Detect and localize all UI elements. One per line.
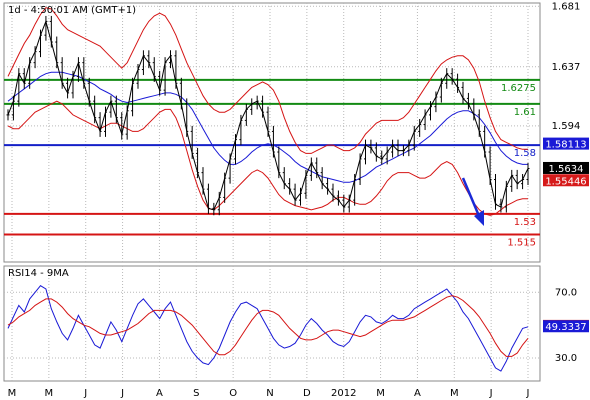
value-badge xyxy=(543,174,589,187)
price-y-tick: 1.681 xyxy=(552,1,581,12)
trend-arrow-icon xyxy=(461,177,484,226)
level-label: 1.61 xyxy=(514,107,536,118)
rsi-series xyxy=(7,285,529,372)
x-tick: J xyxy=(120,388,124,399)
rsi-line xyxy=(7,285,529,372)
rsi-y-axis: 70.0 30.0 xyxy=(555,287,577,364)
chart-header: 1d - 4:50:01 AM (GMT+1) xyxy=(8,5,136,16)
level-label: 1.515 xyxy=(507,238,536,249)
lower-band-line xyxy=(7,100,528,216)
x-tick: M xyxy=(8,388,17,399)
value-badge-label: 1.58113 xyxy=(545,140,586,151)
level-label: 1.53 xyxy=(514,217,536,228)
x-tick: S xyxy=(193,388,199,399)
level-label: 1.6275 xyxy=(501,83,536,94)
value-badge-label: 1.5634 xyxy=(549,164,584,175)
rsi-y-tick: 70.0 xyxy=(555,287,577,298)
price-y-axis: 1.681 1.637 1.594 xyxy=(552,1,581,132)
x-tick: J xyxy=(526,388,530,399)
bollinger-bands xyxy=(7,7,528,216)
x-tick: A xyxy=(414,388,421,399)
price-panel-frame xyxy=(3,2,541,263)
x-axis: M M J J A S O N D 2012 M A M J J xyxy=(8,388,530,399)
value-badge xyxy=(543,137,589,150)
x-tick: A xyxy=(156,388,163,399)
price-close-line xyxy=(7,19,529,211)
x-tick: D xyxy=(303,388,311,399)
value-badge xyxy=(543,320,589,333)
value-badge xyxy=(543,161,589,174)
rsi-panel-frame xyxy=(3,265,541,382)
rsi-title: RSI14 - 9MA xyxy=(8,268,69,279)
x-tick: N xyxy=(266,388,273,399)
x-tick: J xyxy=(83,388,87,399)
x-tick: O xyxy=(229,388,237,399)
upper-band-line xyxy=(7,7,528,154)
moving-average-line xyxy=(7,71,528,183)
x-tick: M xyxy=(45,388,54,399)
x-tick: J xyxy=(489,388,493,399)
level-label: 1.58 xyxy=(514,148,536,159)
x-tick: M xyxy=(450,388,459,399)
rsi-ma-line xyxy=(7,295,529,357)
support-resistance-lines: 1.6275 1.61 1.58 1.53 1.515 xyxy=(4,78,540,249)
value-badge-label: 1.55446 xyxy=(545,176,586,187)
price-y-tick: 1.594 xyxy=(552,121,581,132)
rsi-y-tick: 30.0 xyxy=(555,353,577,364)
x-tick: M xyxy=(376,388,385,399)
price-y-tick: 1.637 xyxy=(552,62,581,73)
value-badge-label: 49.3337 xyxy=(545,322,586,333)
price-series xyxy=(6,15,530,216)
x-tick: 2012 xyxy=(331,388,356,399)
